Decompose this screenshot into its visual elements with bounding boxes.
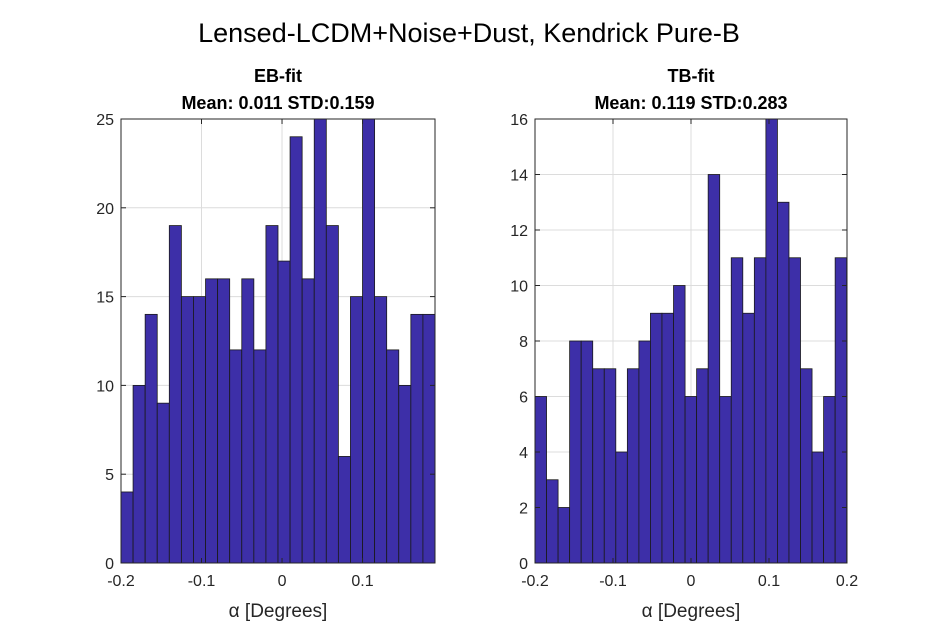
tb-fit-bar	[534, 396, 547, 564]
tb-fit-bar	[742, 312, 755, 564]
eb-fit-bar	[120, 491, 134, 564]
eb-fit-bar	[301, 278, 315, 564]
tb-fit-ytick-label: 2	[519, 501, 528, 518]
tb-fit-bar	[615, 451, 628, 564]
eb-fit-bar	[229, 349, 243, 564]
eb-fit-bar	[277, 260, 291, 564]
eb-fit-bar	[350, 296, 363, 564]
eb-fit-bar	[325, 225, 339, 564]
tb-fit-bar	[638, 340, 651, 564]
tb-fit-bar	[823, 396, 836, 564]
eb-fit-ytick-label: 20	[96, 201, 114, 218]
eb-fit-xtick-label: 0.1	[351, 573, 373, 590]
eb-fit-axes-box	[120, 118, 436, 564]
tb-fit-bar	[800, 368, 813, 564]
eb-fit-bar	[205, 278, 219, 564]
eb-fit-xtick-label: -0.2	[107, 573, 135, 590]
tb-fit-bar	[753, 257, 767, 564]
tb-fit-ytick-label: 4	[519, 445, 528, 462]
tb-fit-xtick-label: -0.1	[599, 573, 627, 590]
tb-fit-bar	[569, 340, 582, 564]
tb-fit-panel: TB-fit Mean: 0.119 STD:0.283 -0.2 -0.1 0 0.…	[510, 66, 858, 622]
tb-fit-bar	[811, 451, 825, 564]
eb-fit-bar	[398, 384, 412, 564]
eb-fit-bar	[362, 118, 376, 564]
tb-fit-bar	[684, 396, 698, 564]
eb-fit-bar	[144, 313, 158, 564]
tb-fit-bar	[834, 257, 848, 564]
eb-fit-bar	[337, 456, 351, 564]
tb-fit-bar	[696, 368, 709, 564]
eb-fit-bar	[265, 225, 279, 564]
eb-fit-bar	[253, 349, 267, 564]
tb-fit-bar	[707, 174, 721, 564]
eb-fit-bar	[193, 296, 206, 564]
tb-fit-bar	[673, 285, 686, 564]
eb-fit-ytick-label: 25	[96, 112, 114, 129]
tb-fit-xlabel: α [Degrees]	[642, 601, 741, 622]
eb-fit-title: EB-fit	[254, 66, 302, 86]
eb-fit-bar	[374, 296, 388, 564]
eb-fit-bar	[132, 384, 146, 564]
eb-fit-bar	[313, 118, 327, 564]
tb-fit-title: TB-fit	[668, 66, 715, 86]
eb-fit-ytick-label: 10	[96, 378, 114, 395]
eb-fit-bar	[410, 313, 424, 564]
tb-fit-xtick-label: 0	[687, 573, 696, 590]
tb-fit-bar	[719, 396, 732, 564]
tb-fit-bar	[603, 368, 617, 564]
tb-fit-bar	[788, 257, 801, 564]
figure-suptitle: Lensed-LCDM+Noise+Dust, Kendrick Pure-B	[198, 18, 740, 48]
tb-fit-subtitle: Mean: 0.119 STD:0.283	[594, 93, 787, 113]
tb-fit-ytick-label: 6	[519, 390, 528, 407]
eb-fit-bar	[241, 278, 255, 564]
eb-fit-subtitle: Mean: 0.011 STD:0.159	[181, 93, 374, 113]
tb-fit-ytick-label: 14	[510, 168, 528, 185]
tb-fit-bar	[661, 312, 674, 564]
tb-fit-ytick-label: 8	[519, 334, 528, 351]
tb-fit-bar	[626, 368, 640, 564]
eb-fit-bar	[386, 349, 400, 564]
eb-fit-bar	[156, 402, 170, 564]
tb-fit-bar	[777, 201, 790, 564]
tb-fit-ytick-label: 10	[510, 279, 528, 296]
tb-fit-xtick-label: 0.1	[758, 573, 780, 590]
tb-fit-xtick-label: 0.2	[836, 573, 858, 590]
tb-fit-bar	[730, 257, 744, 564]
tb-fit-bar	[546, 479, 559, 564]
eb-fit-bar	[168, 225, 182, 564]
tb-fit-xtick-label: -0.2	[521, 573, 549, 590]
eb-fit-xtick-label: -0.1	[188, 573, 216, 590]
tb-fit-bar	[557, 507, 571, 564]
eb-fit-ytick-label: 15	[96, 290, 114, 307]
eb-fit-bar	[180, 296, 194, 564]
tb-fit-ytick-label: 0	[519, 556, 528, 573]
eb-fit-ytick-label: 0	[105, 556, 114, 573]
tb-fit-bar	[650, 312, 663, 564]
eb-fit-bar	[217, 278, 231, 564]
tb-fit-ytick-label: 16	[510, 112, 528, 129]
tb-fit-ytick-label: 12	[510, 223, 528, 240]
eb-fit-bar	[422, 313, 436, 564]
eb-fit-xtick-label: 0	[278, 573, 287, 590]
eb-fit-panel: EB-fit Mean: 0.011 STD:0.159 -0.2 -0.1 0 0.…	[96, 66, 436, 622]
eb-fit-xlabel: α [Degrees]	[229, 601, 328, 622]
eb-fit-bar	[289, 136, 303, 564]
eb-fit-ytick-label: 5	[105, 467, 114, 484]
tb-fit-bar	[592, 368, 605, 564]
tb-fit-bar	[580, 340, 594, 564]
tb-fit-bar	[765, 118, 778, 564]
